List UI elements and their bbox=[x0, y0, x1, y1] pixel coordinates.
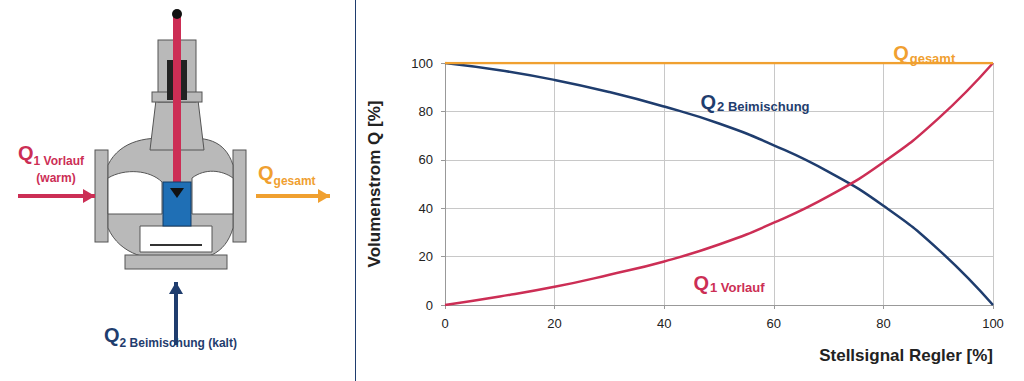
svg-text:1 Vorlauf: 1 Vorlauf bbox=[710, 280, 765, 295]
svg-text:0: 0 bbox=[426, 298, 433, 313]
svg-text:Q: Q bbox=[893, 42, 909, 64]
svg-text:2 Beimischung: 2 Beimischung bbox=[717, 99, 810, 114]
svg-text:20: 20 bbox=[419, 249, 433, 264]
svg-text:60: 60 bbox=[419, 152, 433, 167]
svg-text:80: 80 bbox=[876, 316, 890, 331]
svg-text:40: 40 bbox=[419, 201, 433, 216]
svg-text:Qgesamt: Qgesamt bbox=[258, 162, 316, 188]
svg-text:Volumenstrom Q [%]: Volumenstrom Q [%] bbox=[365, 101, 384, 268]
svg-text:Stellsignal Regler [%]: Stellsignal Regler [%] bbox=[819, 346, 993, 365]
svg-text:100: 100 bbox=[982, 316, 1004, 331]
svg-text:Q: Q bbox=[693, 272, 709, 294]
svg-text:Q: Q bbox=[700, 91, 716, 113]
svg-text:Q1 Vorlauf: Q1 Vorlauf bbox=[18, 142, 85, 168]
svg-text:20: 20 bbox=[547, 316, 561, 331]
svg-text:Q2 Beimischung (kalt): Q2 Beimischung (kalt) bbox=[104, 324, 237, 350]
svg-text:0: 0 bbox=[441, 316, 448, 331]
svg-text:100: 100 bbox=[411, 56, 433, 71]
svg-text:gesamt: gesamt bbox=[910, 51, 956, 66]
svg-text:60: 60 bbox=[767, 316, 781, 331]
svg-text:40: 40 bbox=[657, 316, 671, 331]
svg-text:80: 80 bbox=[419, 104, 433, 119]
svg-text:(warm): (warm) bbox=[36, 171, 75, 185]
